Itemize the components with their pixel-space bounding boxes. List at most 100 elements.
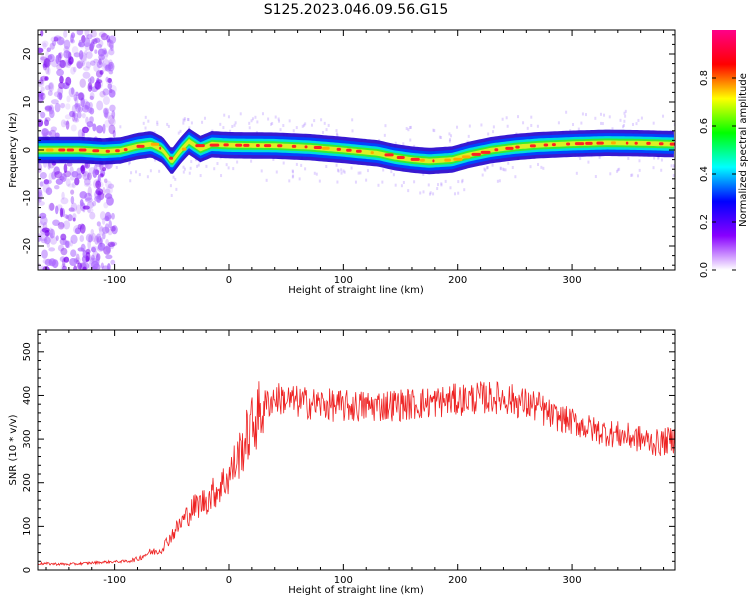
halo-speckle [190, 121, 193, 125]
halo-speckle [653, 156, 656, 160]
noise-speckle [56, 69, 64, 77]
noise-speckle [71, 112, 76, 122]
y-tick-label: 500 [22, 342, 33, 361]
halo-speckle [282, 124, 285, 128]
ridge-peak [355, 149, 362, 153]
halo-speckle [503, 168, 506, 172]
noise-speckle [38, 47, 44, 54]
halo-speckle [325, 165, 328, 169]
noise-speckle [99, 90, 106, 98]
halo-speckle [318, 179, 321, 183]
noise-speckle [96, 61, 103, 69]
halo-speckle [514, 175, 517, 179]
noise-speckle [84, 49, 88, 56]
noise-speckle [95, 188, 104, 196]
spectrogram-marks [38, 30, 675, 270]
noise-speckle [92, 169, 98, 178]
noise-speckle [48, 82, 54, 90]
noise-speckle [107, 241, 116, 248]
noise-speckle [74, 112, 78, 122]
ridge-peak [453, 157, 463, 161]
halo-speckle [599, 112, 602, 116]
noise-speckle [110, 241, 118, 246]
noise-speckle [107, 83, 113, 90]
ridge-peak [168, 156, 174, 160]
x-tick-label: 200 [448, 575, 467, 586]
halo-speckle [603, 113, 606, 117]
noise-speckle [83, 178, 91, 186]
noise-speckle [81, 126, 89, 134]
ridge-peak [444, 158, 451, 162]
noise-speckle [40, 111, 46, 119]
snr-x-axis-label: Height of straight line (km) [288, 585, 424, 596]
halo-speckle [304, 122, 307, 126]
snr-frame [37, 329, 676, 571]
noise-speckle [46, 47, 52, 53]
noise-speckle [77, 92, 84, 101]
noise-speckle [43, 57, 51, 68]
halo-speckle [227, 166, 230, 170]
noise-speckle [76, 61, 83, 69]
halo-speckle [622, 123, 625, 127]
noise-speckle [42, 183, 50, 193]
halo-speckle [115, 165, 118, 169]
halo-speckle [156, 120, 159, 124]
ridge-peak [419, 158, 425, 162]
y-tick-label: 100 [22, 517, 33, 536]
halo-speckle [506, 124, 509, 128]
halo-speckle [337, 169, 340, 173]
halo-speckle [402, 180, 405, 184]
halo-speckle [130, 171, 133, 175]
noise-speckle [104, 211, 112, 222]
y-tick-label: 20 [22, 48, 33, 61]
halo-speckle [637, 118, 640, 122]
noise-speckle [86, 121, 94, 128]
halo-speckle [182, 170, 185, 174]
noise-speckle [89, 95, 94, 100]
noise-speckle [63, 256, 70, 263]
noise-speckle [92, 123, 97, 132]
noise-speckle [102, 186, 106, 196]
halo-speckle [183, 167, 186, 171]
noise-speckle [75, 104, 81, 113]
halo-speckle [409, 125, 412, 129]
noise-speckle [60, 173, 67, 182]
noise-speckle [89, 211, 96, 220]
noise-speckle [60, 197, 69, 205]
spectrogram-y-axis-label: Frequency (Hz) [8, 112, 19, 188]
noise-speckle [108, 242, 115, 250]
noise-speckle [82, 66, 91, 71]
halo-speckle [183, 117, 186, 121]
halo-speckle [250, 159, 253, 163]
halo-speckle [624, 109, 627, 113]
noise-speckle [44, 84, 51, 91]
noise-speckle [83, 182, 92, 188]
halo-speckle [278, 119, 281, 123]
halo-speckle [351, 118, 354, 122]
halo-speckle [440, 183, 443, 187]
noise-speckle [60, 247, 68, 256]
ridge-peak [658, 142, 664, 146]
halo-speckle [461, 178, 464, 182]
halo-speckle [569, 129, 572, 133]
noise-speckle [65, 103, 71, 110]
halo-speckle [313, 119, 316, 123]
noise-speckle [102, 167, 107, 172]
noise-speckle [82, 205, 90, 210]
halo-speckle [211, 129, 214, 133]
noise-speckle [87, 186, 92, 197]
snr-y-axis-label: SNR (10 * v/v) [8, 414, 19, 485]
halo-speckle [190, 160, 193, 164]
noise-speckle [81, 104, 90, 113]
ridge-peak [551, 143, 556, 147]
noise-speckle [108, 124, 116, 135]
noise-speckle [107, 183, 115, 189]
noise-speckle [45, 187, 53, 196]
x-tick-label: 200 [448, 275, 467, 286]
halo-speckle [301, 124, 304, 128]
halo-speckle [351, 129, 354, 133]
ridge-peak [396, 155, 405, 159]
ridge-peak [209, 143, 220, 147]
noise-speckle [80, 54, 87, 65]
